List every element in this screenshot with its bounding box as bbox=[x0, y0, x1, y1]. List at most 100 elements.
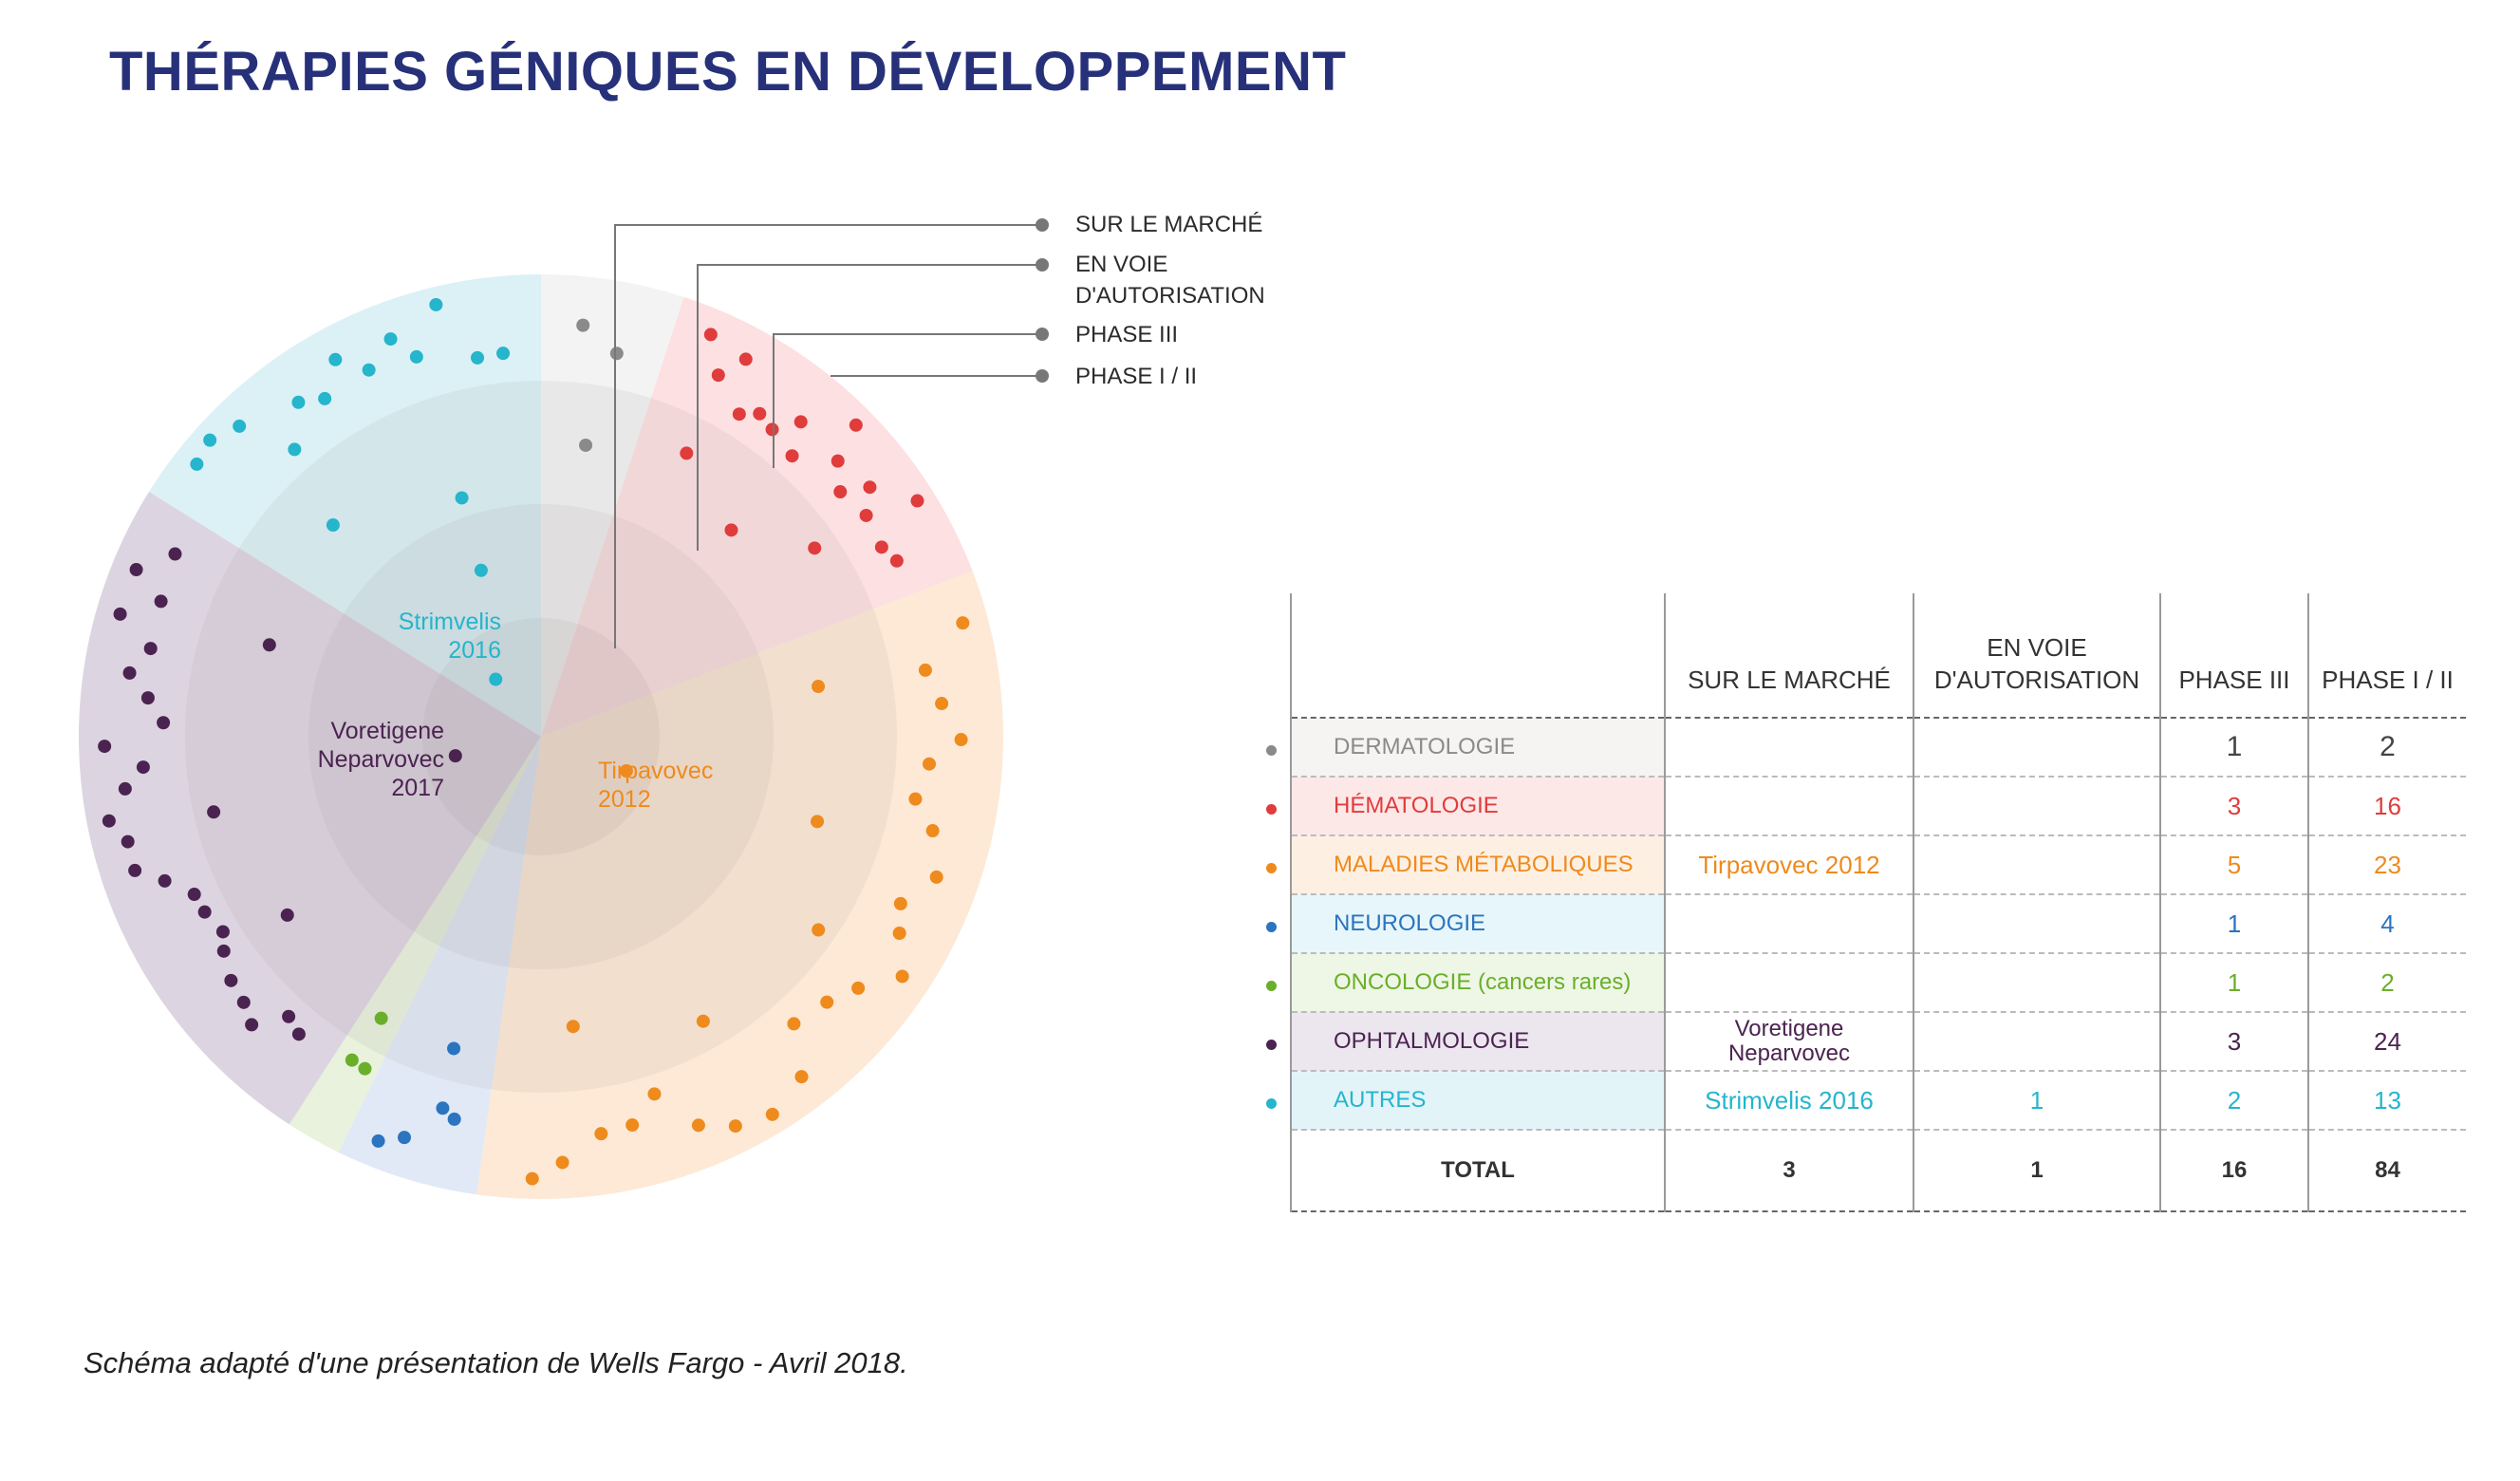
ring-band-1 bbox=[308, 504, 774, 969]
dot-ophtalmologie-phase12 bbox=[245, 1018, 259, 1032]
dot-hematologie-phase3 bbox=[724, 523, 738, 537]
dot-maladies-metaboliques-phase12 bbox=[525, 1172, 539, 1186]
market-label-ophtalmologie: Voretigene Neparvovec 2017 bbox=[318, 718, 444, 801]
dot-autres-market bbox=[489, 672, 503, 686]
dot-hematologie-phase12 bbox=[889, 553, 904, 568]
dot-oncologie-phase3 bbox=[374, 1011, 388, 1025]
market-cell: Strimvelis 2016 bbox=[1664, 1071, 1913, 1131]
phase3-cell: 3 bbox=[2159, 1012, 2308, 1072]
dot-hematologie-phase12 bbox=[765, 422, 779, 437]
dot-maladies-metaboliques-phase12 bbox=[787, 1017, 801, 1031]
phase3-cell: 5 bbox=[2159, 835, 2308, 895]
total-dot-cell bbox=[1253, 1130, 1291, 1211]
dot-ophtalmologie-phase12 bbox=[215, 925, 230, 939]
dot-autres-phase12 bbox=[496, 347, 511, 361]
dot-maladies-metaboliques-phase3 bbox=[566, 1020, 580, 1034]
row-dot-cell bbox=[1253, 894, 1291, 953]
dot-neurologie-phase12 bbox=[436, 1101, 450, 1115]
dot-maladies-metaboliques-phase12 bbox=[895, 969, 909, 984]
dot-autres-phase12 bbox=[291, 395, 306, 409]
approval-cell bbox=[1913, 894, 2160, 954]
sector-oncologie bbox=[289, 737, 541, 1153]
phase12-cell: 13 bbox=[2307, 1071, 2466, 1131]
dot-ophtalmologie-phase12 bbox=[143, 642, 158, 656]
dot-autres-approval bbox=[474, 563, 488, 577]
table-row: ONCOLOGIE (cancers rares) 1 2 bbox=[1253, 953, 2466, 1013]
approval-cell: 1 bbox=[1913, 1071, 2160, 1131]
ring-legend-lines bbox=[614, 218, 1049, 648]
dot-maladies-metaboliques-phase12 bbox=[929, 870, 943, 884]
sector-layer bbox=[78, 274, 1004, 1199]
dot-neurologie-phase12 bbox=[447, 1112, 461, 1126]
dot-autres-phase3 bbox=[455, 491, 469, 505]
category-dot bbox=[1266, 980, 1277, 991]
dot-maladies-metaboliques-phase12 bbox=[892, 927, 906, 941]
dot-ophtalmologie-phase12 bbox=[128, 863, 142, 877]
sector-ophtalmologie bbox=[78, 491, 541, 1125]
sector-neurologie bbox=[338, 737, 541, 1195]
phase12-cell: 4 bbox=[2307, 894, 2466, 954]
approval-cell bbox=[1913, 1012, 2160, 1072]
row-dot-cell bbox=[1253, 835, 1291, 894]
dot-maladies-metaboliques-phase12 bbox=[908, 792, 923, 806]
dot-hematologie-phase12 bbox=[711, 368, 725, 383]
ring-layer bbox=[185, 381, 897, 1093]
column-header-category bbox=[1290, 593, 1665, 719]
category-cell: HÉMATOLOGIE bbox=[1290, 777, 1665, 836]
legend-phase-3: PHASE III bbox=[1075, 322, 1179, 347]
dot-autres-phase12 bbox=[328, 352, 343, 366]
total-label: TOTAL bbox=[1290, 1130, 1665, 1212]
dot-maladies-metaboliques-phase3 bbox=[812, 680, 826, 694]
category-dot bbox=[1266, 921, 1277, 932]
dot-ophtalmologie-phase12 bbox=[187, 888, 201, 902]
ring-band-0 bbox=[185, 381, 897, 1093]
category-cell: MALADIES MÉTABOLIQUES bbox=[1290, 835, 1665, 895]
dot-ophtalmologie-phase12 bbox=[197, 905, 212, 919]
dot-maladies-metaboliques-phase12 bbox=[765, 1107, 779, 1121]
dot-maladies-metaboliques-phase12 bbox=[691, 1118, 705, 1133]
dot-autres-phase12 bbox=[409, 349, 423, 364]
dot-ophtalmologie-phase3 bbox=[207, 805, 221, 819]
dot-ophtalmologie-phase12 bbox=[118, 781, 132, 796]
table-row: HÉMATOLOGIE 3 16 bbox=[1253, 777, 2466, 836]
ring-band-2 bbox=[422, 618, 660, 855]
dot-maladies-metaboliques-phase12 bbox=[820, 995, 834, 1009]
table-row: AUTRES Strimvelis 2016 1 2 13 bbox=[1253, 1071, 2466, 1131]
legend-dot-2 bbox=[1036, 328, 1049, 341]
market-cell bbox=[1664, 894, 1913, 954]
dot-autres-phase12 bbox=[362, 363, 376, 377]
dot-maladies-metaboliques-phase12 bbox=[728, 1119, 742, 1134]
phase3-cell: 1 bbox=[2159, 953, 2308, 1013]
row-dot-cell bbox=[1253, 953, 1291, 1012]
dot-layer bbox=[98, 297, 970, 1186]
total-approval: 1 bbox=[1913, 1130, 2160, 1212]
dot-ophtalmologie-phase12 bbox=[291, 1027, 306, 1041]
market-cell bbox=[1664, 718, 1913, 778]
dot-autres-phase12 bbox=[383, 332, 398, 347]
dot-ophtalmologie-phase12 bbox=[121, 834, 135, 849]
dot-hematologie-phase12 bbox=[910, 494, 924, 508]
dot-neurologie-phase3 bbox=[447, 1041, 461, 1056]
dot-ophtalmologie-phase12 bbox=[216, 944, 231, 958]
dot-maladies-metaboliques-phase12 bbox=[794, 1070, 809, 1084]
total-phase3: 16 bbox=[2159, 1130, 2308, 1212]
dot-ophtalmologie-market bbox=[448, 749, 462, 763]
dot-hematologie-phase12 bbox=[833, 485, 848, 499]
dot-ophtalmologie-phase12 bbox=[224, 973, 238, 987]
dot-maladies-metaboliques-phase12 bbox=[925, 824, 940, 838]
approval-cell bbox=[1913, 777, 2160, 836]
dot-maladies-metaboliques-phase12 bbox=[555, 1155, 569, 1170]
table-row: DERMATOLOGIE 1 2 bbox=[1253, 718, 2466, 778]
dot-autres-phase12 bbox=[318, 391, 332, 405]
approval-cell bbox=[1913, 718, 2160, 778]
category-cell: NEUROLOGIE bbox=[1290, 894, 1665, 954]
market-label-layer: Tirpavovec 2012 Voretigene Neparvovec 2017 St… bbox=[318, 609, 714, 813]
dot-hematologie-phase12 bbox=[831, 454, 845, 468]
dot-maladies-metaboliques-market bbox=[619, 764, 633, 778]
dot-hematologie-phase12 bbox=[703, 328, 718, 342]
table-header-row: SUR LE MARCHÉ EN VOIE D'AUTORISATION PHA… bbox=[1253, 593, 2466, 719]
dot-maladies-metaboliques-phase12 bbox=[923, 757, 937, 771]
dot-autres-phase3 bbox=[326, 518, 340, 533]
legend-dot-0 bbox=[1036, 218, 1049, 232]
approval-cell bbox=[1913, 953, 2160, 1013]
